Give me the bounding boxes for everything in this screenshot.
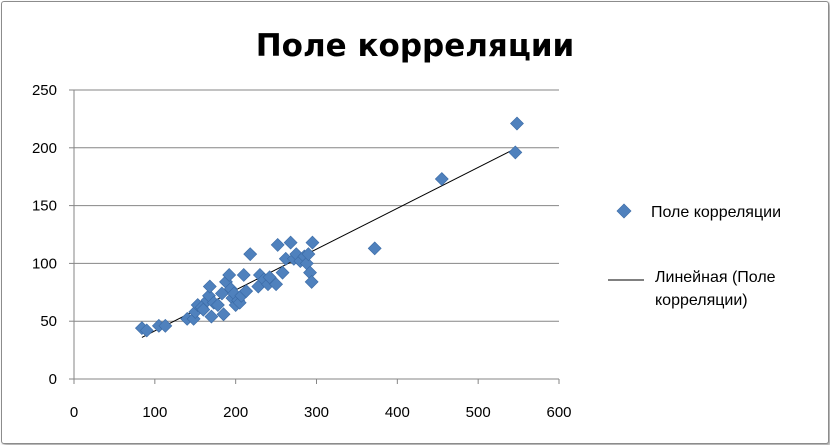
data-point [139,323,154,338]
y-tick-label: 150 [32,198,57,215]
data-point [158,318,173,333]
x-tick-label: 200 [223,404,248,421]
data-point [236,268,251,282]
data-point [269,277,284,292]
y-tick-label: 200 [32,140,57,157]
chart-title: Поле корреляции [256,28,575,64]
data-point [243,247,258,262]
legend-trend-label-line1: Линейная (Поле [655,269,776,286]
data-point [239,284,254,299]
data-point [304,274,319,289]
legend-marker-diamond-icon [616,203,632,219]
legend-series-label: Поле корреляции [651,204,781,221]
x-tick-label: 300 [304,404,329,421]
data-point [434,172,449,186]
data-point [215,286,229,301]
data-point [301,247,316,262]
x-tick-label: 400 [385,404,410,421]
x-tick-label: 100 [142,404,167,421]
data-point [270,237,285,252]
y-tick-label: 0 [49,371,57,388]
x-tick-label: 0 [70,404,78,421]
data-point [275,265,290,280]
y-tick-label: 250 [32,82,57,99]
x-tick-label: 600 [546,404,571,421]
legend-trend-label-line2: корреляции) [655,292,748,309]
data-point [210,298,225,312]
y-tick-label: 100 [32,255,57,272]
gridlines [74,89,559,322]
data-point [508,145,523,160]
data-point [204,309,219,324]
tick-labels: 0 50 100 150 200 250 0 100 200 300 400 500 600 [32,82,572,421]
data-point [283,235,298,250]
data-point [305,235,320,250]
data-points [134,116,524,338]
data-point [216,307,231,322]
legend: Поле корреляции Линейная (Поле корреляци… [608,203,781,309]
data-point [222,268,237,282]
axes [69,89,560,384]
data-point [367,241,382,256]
x-tick-label: 500 [466,404,491,421]
data-point [202,279,217,294]
data-point [510,116,524,131]
y-tick-label: 50 [40,313,57,330]
